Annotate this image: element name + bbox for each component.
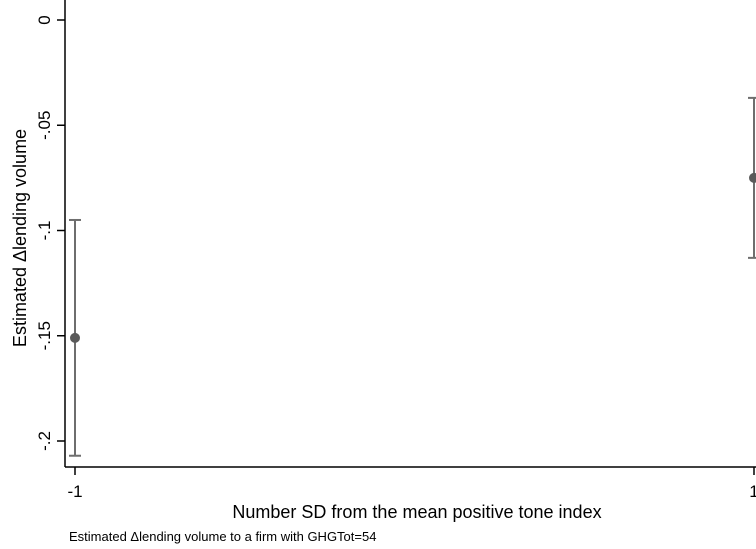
y-tick-label: -.2 [35, 431, 54, 451]
data-point [70, 332, 80, 343]
data-point [749, 172, 756, 183]
x-axis-title: Number SD from the mean positive tone in… [232, 502, 601, 522]
plot-area [65, 0, 756, 467]
chart-note: Estimated Δlending volume to a firm with… [69, 529, 377, 544]
y-tick-label: -.15 [35, 321, 54, 350]
y-tick-label: 0 [35, 15, 54, 24]
y-axis-ticks: 0 -.05 -.1 -.15 -.2 [35, 15, 65, 451]
x-axis-ticks: -1 1 [67, 467, 756, 501]
data-marks [69, 96, 756, 457]
y-tick-label: -.1 [35, 221, 54, 241]
x-tick-label: 1 [749, 482, 756, 501]
y-tick-label: -.05 [35, 111, 54, 140]
y-axis-title: Estimated Δlending volume [10, 129, 30, 347]
x-tick-label: -1 [67, 482, 82, 501]
